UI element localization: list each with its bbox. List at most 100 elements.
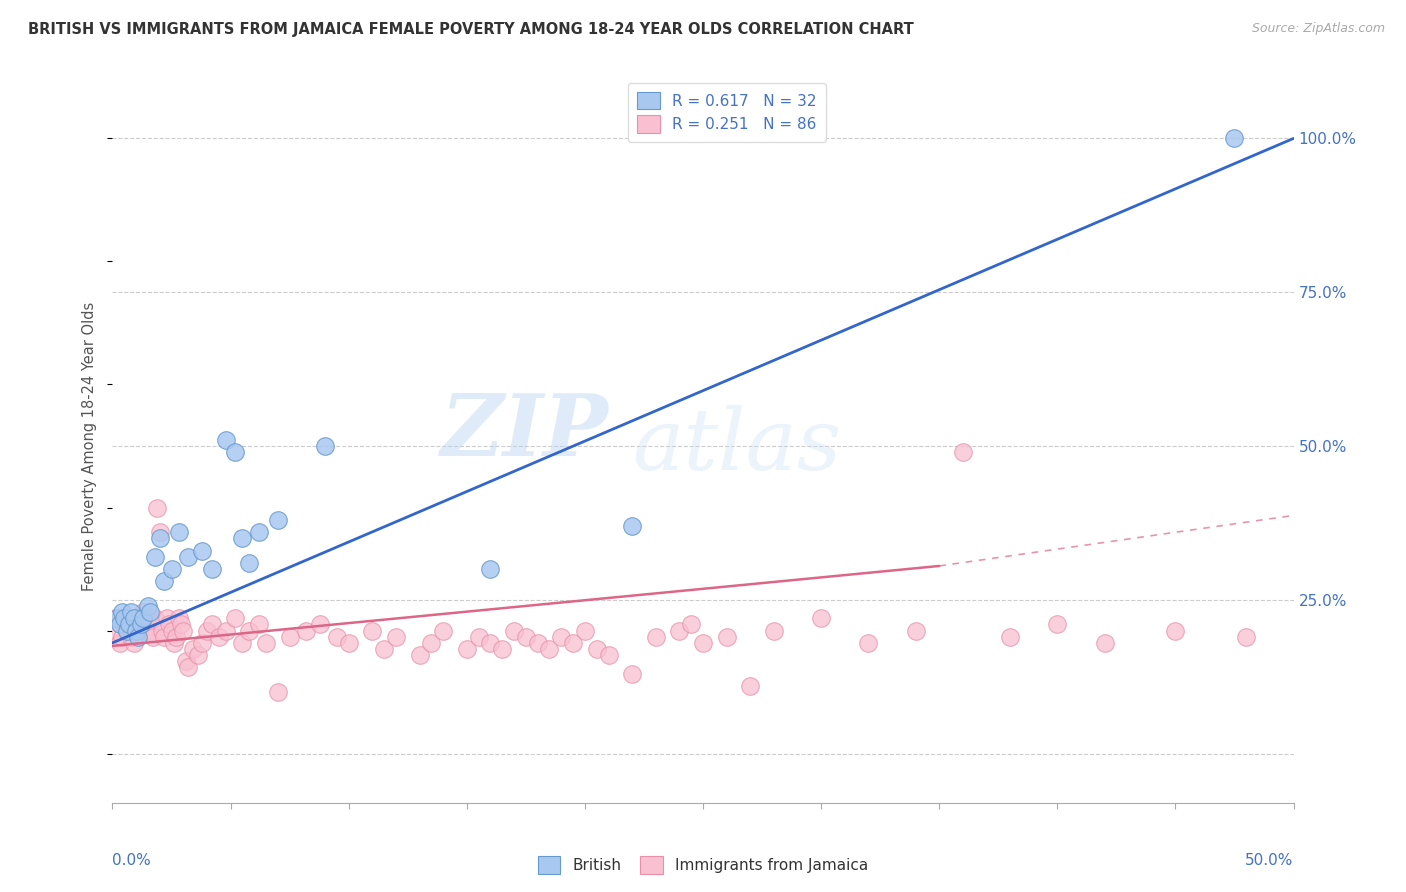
Point [177,549,200,564]
Point [177,660,200,674]
Text: ZIP: ZIP [440,390,609,474]
Point [153,574,176,589]
Point [254,636,277,650]
Point [238,556,260,570]
Point [295,624,318,638]
Point [267,513,290,527]
Point [167,525,190,540]
Y-axis label: Female Poverty Among 18-24 Year Olds: Female Poverty Among 18-24 Year Olds [82,301,97,591]
Point [118,624,141,638]
Point [337,636,360,650]
Point [129,617,152,632]
Point [136,611,159,625]
Point [172,624,194,638]
Point [231,636,253,650]
Point [668,624,690,638]
Point [122,636,145,650]
Point [456,642,478,657]
Point [1094,636,1116,650]
Point [201,562,224,576]
Point [120,605,142,619]
Point [129,617,152,632]
Point [562,636,585,650]
Point [692,636,714,650]
Point [170,617,193,632]
Text: Source: ZipAtlas.com: Source: ZipAtlas.com [1251,22,1385,36]
Point [621,519,644,533]
Point [503,624,526,638]
Point [224,611,246,625]
Point [186,648,208,662]
Point [135,624,157,638]
Point [174,654,197,668]
Point [309,617,332,632]
Legend: British, Immigrants from Jamaica: British, Immigrants from Jamaica [531,850,875,880]
Point [139,624,162,638]
Point [538,642,561,657]
Point [142,630,165,644]
Point [146,500,169,515]
Point [716,630,738,644]
Point [267,685,290,699]
Point [105,611,128,625]
Point [467,630,489,644]
Point [326,630,349,644]
Point [136,599,159,613]
Point [153,630,176,644]
Point [420,636,443,650]
Point [1046,617,1069,632]
Point [231,531,253,545]
Point [585,642,607,657]
Point [195,624,218,638]
Point [385,630,408,644]
Point [143,549,166,564]
Point [432,624,454,638]
Point [238,624,260,638]
Legend: R = 0.617   N = 32, R = 0.251   N = 86: R = 0.617 N = 32, R = 0.251 N = 86 [627,83,825,143]
Point [118,617,141,632]
Point [132,611,155,625]
Point [143,611,166,625]
Point [191,636,214,650]
Point [373,642,395,657]
Text: 0.0%: 0.0% [112,853,152,868]
Point [810,611,832,625]
Point [491,642,513,657]
Point [139,605,162,619]
Point [621,666,644,681]
Point [167,611,190,625]
Point [115,624,138,638]
Point [681,617,703,632]
Point [104,611,127,625]
Point [108,617,131,632]
Point [122,611,145,625]
Point [132,605,155,619]
Point [550,630,572,644]
Point [644,630,666,644]
Point [1223,131,1246,145]
Point [181,642,204,657]
Point [479,636,502,650]
Point [574,624,596,638]
Point [479,562,502,576]
Point [904,624,927,638]
Point [125,624,148,638]
Point [215,624,238,638]
Point [952,445,974,459]
Point [160,562,183,576]
Point [515,630,537,644]
Point [361,624,384,638]
Point [163,636,186,650]
Point [127,611,149,625]
Point [191,543,214,558]
Point [740,679,762,693]
Point [165,630,187,644]
Point [112,617,135,632]
Point [247,525,270,540]
Point [278,630,301,644]
Point [1164,624,1187,638]
Point [150,624,173,638]
Point [157,617,180,632]
Point [105,624,128,638]
Point [201,617,224,632]
